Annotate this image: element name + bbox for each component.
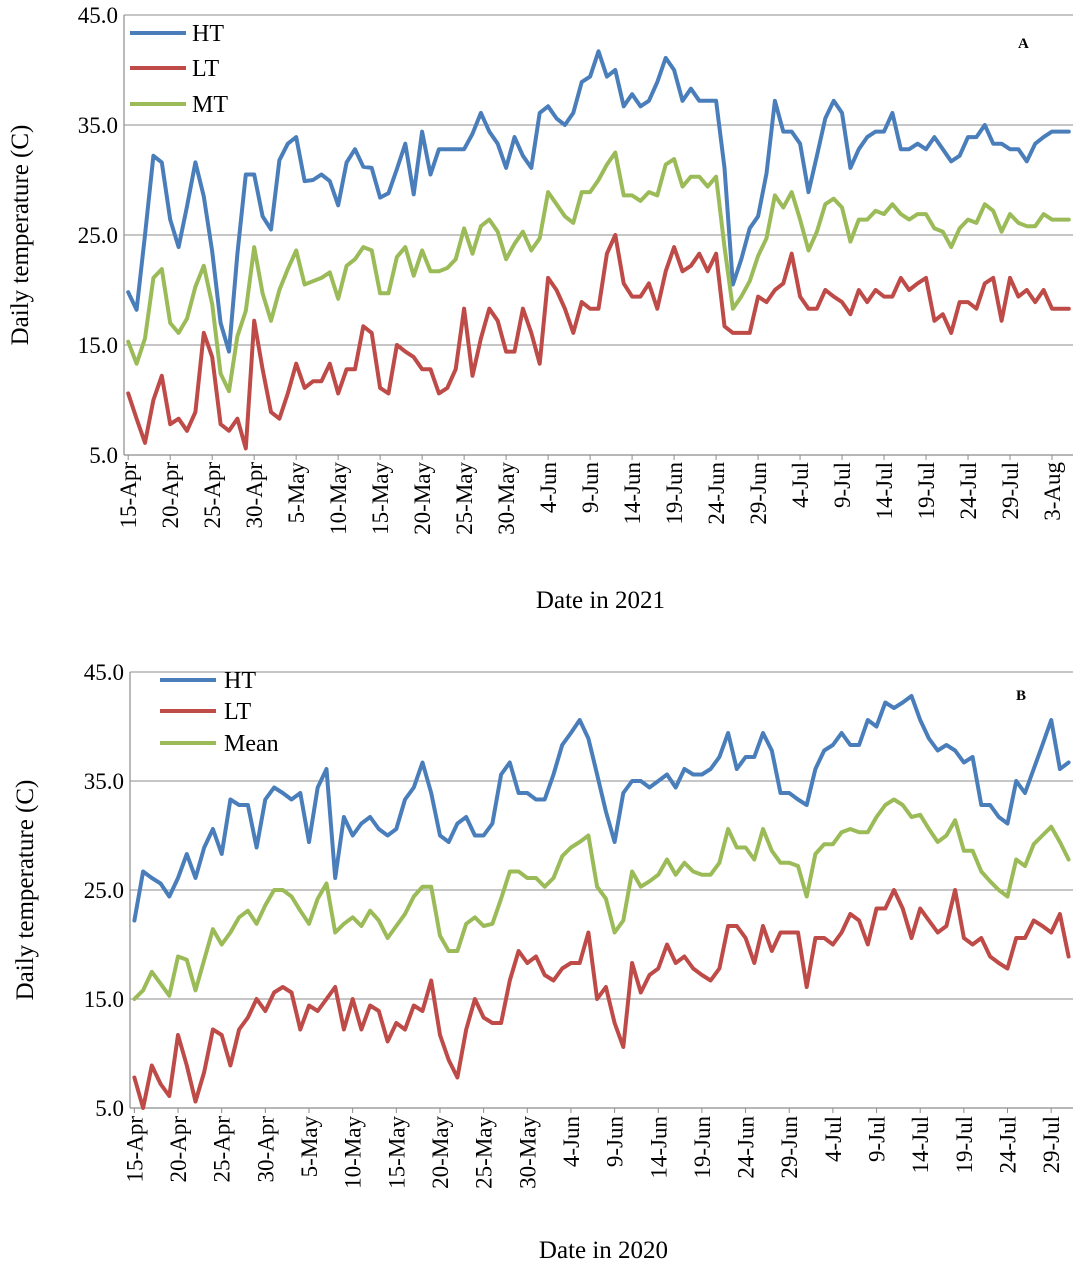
x-axis-title: Date in 2021: [536, 587, 665, 614]
x-tick-label: 24-Jun: [734, 1116, 759, 1179]
x-tick-label: 9-Jun: [578, 462, 603, 514]
x-tick-label: 20-May: [428, 1116, 453, 1189]
x-tick-label: 29-Jul: [998, 462, 1023, 520]
x-tick-label: 24-Jun: [704, 462, 729, 525]
x-tick-label: 10-May: [341, 1116, 366, 1189]
x-tick-label: 24-Jul: [956, 462, 981, 520]
x-tick-label: 30-Apr: [253, 1116, 278, 1183]
legend-label: LT: [192, 56, 219, 82]
chart-panel-a: 5.0 15.0 25.0 35.0 45.0 15-Apr 20-Apr 25-Apr 30-…: [7, 3, 1073, 614]
series-line-lt: [126, 233, 1071, 451]
y-tick-label: 45.0: [84, 660, 124, 685]
x-tick-label: 4-Jul: [788, 462, 813, 508]
x-tick-label: 24-Jul: [996, 1116, 1021, 1174]
x-tick-label: 29-Jun: [746, 462, 771, 525]
y-tick-label: 45.0: [78, 3, 118, 28]
x-tick-label: 9-Jun: [603, 1116, 628, 1168]
x-tick-label: 14-Jul: [872, 462, 897, 520]
y-tick-label: 25.0: [78, 223, 118, 248]
x-tick-label: 19-Jul: [914, 462, 939, 520]
legend-label: MT: [192, 92, 228, 118]
y-tick-label: 35.0: [84, 769, 124, 794]
x-tick-label: 9-Jul: [865, 1116, 890, 1162]
x-tick-label: 4-Jul: [821, 1116, 846, 1162]
series-line-ht: [132, 694, 1071, 923]
x-tick-label: 3-Aug: [1040, 462, 1065, 521]
y-tick-label: 5.0: [95, 1096, 124, 1121]
x-tick-label: 29-Jun: [777, 1116, 802, 1179]
x-tick-label: 29-Jul: [1039, 1116, 1064, 1174]
x-tick-label: 15-Apr: [122, 1116, 147, 1183]
x-tick-label: 19-Jul: [952, 1116, 977, 1174]
panel-label: B: [1016, 688, 1026, 704]
x-tick-label: 20-Apr: [166, 1116, 191, 1183]
x-tick-label: 30-May: [494, 462, 519, 535]
series-line-mean: [132, 797, 1071, 1001]
x-tick-label: 15-May: [384, 1116, 409, 1189]
x-tick-label: 5-May: [284, 462, 309, 524]
x-tick-label: 15-Apr: [116, 462, 141, 529]
x-axis-title: Date in 2020: [539, 1237, 668, 1264]
x-tick-label: 9-Jul: [830, 462, 855, 508]
series-line-mt: [126, 150, 1071, 394]
legend-label: LT: [224, 699, 251, 725]
x-tick-label: 19-Jun: [662, 462, 687, 525]
x-tick-label: 14-Jun: [646, 1116, 671, 1179]
x-tick-label: 4-Jun: [536, 462, 561, 514]
legend-label: HT: [224, 668, 256, 694]
y-tick-label: 15.0: [84, 987, 124, 1012]
legend-label: HT: [192, 21, 224, 47]
y-axis-title: Daily temperature (C): [7, 125, 34, 346]
x-tick-label: 14-Jul: [908, 1116, 933, 1174]
x-tick-label: 30-Apr: [242, 462, 267, 529]
x-tick-label: 25-May: [472, 1116, 497, 1189]
chart-panel-b: 5.0 15.0 25.0 35.0 45.0 15-Apr 20-Apr 25-Apr 30-…: [12, 660, 1073, 1264]
x-tick-label: 5-May: [297, 1116, 322, 1178]
x-tick-label: 15-May: [368, 462, 393, 535]
legend-label: Mean: [224, 731, 279, 757]
x-tick-label: 25-Apr: [200, 462, 225, 529]
series-line-lt: [132, 888, 1071, 1110]
y-tick-label: 25.0: [84, 878, 124, 903]
y-tick-label: 5.0: [89, 443, 118, 468]
x-tick-label: 19-Jun: [690, 1116, 715, 1179]
series-line-ht: [126, 49, 1071, 354]
x-tick-label: 14-Jun: [620, 462, 645, 525]
x-tick-label: 30-May: [515, 1116, 540, 1189]
panel-label: A: [1018, 36, 1029, 52]
x-tick-label: 25-Apr: [210, 1116, 235, 1183]
x-tick-label: 10-May: [326, 462, 351, 535]
y-tick-label: 35.0: [78, 113, 118, 138]
x-tick-label: 4-Jun: [559, 1116, 584, 1168]
y-tick-label: 15.0: [78, 333, 118, 358]
x-tick-label: 20-May: [410, 462, 435, 535]
x-tick-label: 25-May: [452, 462, 477, 535]
x-tick-label: 20-Apr: [158, 462, 183, 529]
y-axis-title: Daily temperature (C): [12, 780, 39, 1001]
